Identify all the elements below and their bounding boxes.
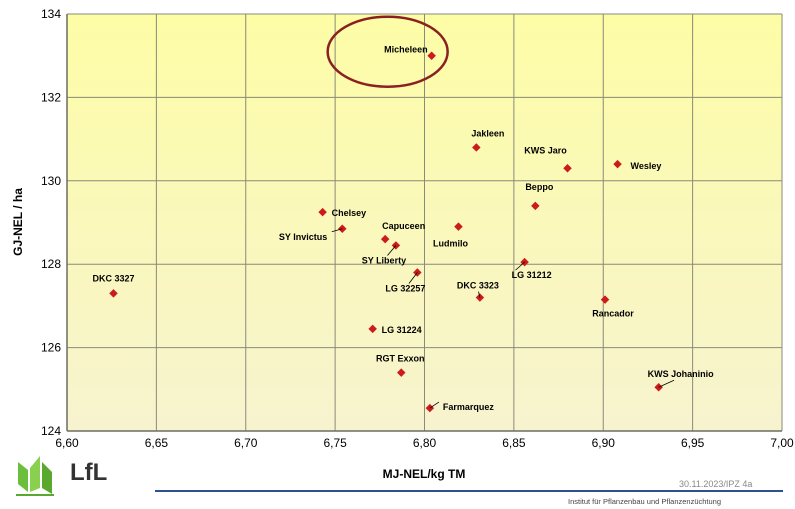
y-tick-label: 124 [41,424,61,438]
point-label: KWS Jaro [524,145,567,155]
point-label: KWS Johaninio [648,369,714,379]
x-tick-label: 6,65 [145,436,169,450]
data-point [380,234,390,244]
label-leader-line [408,272,418,284]
lfl-logo [16,456,54,496]
label-leader-line [331,228,343,233]
point-label: Wesley [631,161,662,171]
y-tick-label: 132 [41,90,61,104]
data-point [427,51,436,60]
y-tick-label: 134 [41,7,61,21]
point-label: LG 32257 [385,284,425,294]
point-label: Chelsey [332,208,367,218]
point-label: DKC 3323 [457,281,499,291]
label-leader-line [429,401,440,409]
point-label: Capuceen [382,221,425,231]
data-point [600,295,610,304]
x-tick-label: 6,95 [681,436,705,450]
data-point [472,143,481,152]
x-tick-label: 6,85 [502,436,526,450]
logo-text: LfL [70,459,108,486]
point-label: DKC 3327 [92,273,134,283]
x-tick-label: 6,70 [234,436,258,450]
label-leader-line [515,261,525,271]
point-label: SY Invictus [279,232,327,242]
x-tick-label: 6,60 [55,436,79,450]
point-label: Ludmilo [433,239,468,249]
point-label: RGT Exxon [376,354,425,364]
y-axis-label: GJ-NEL / ha [11,188,25,256]
point-label: Micheleen [384,45,428,55]
axes: 6,60 6,65 6,70 6,75 6,80 6,85 6,90 6,95 7,00 124 1… [41,7,794,450]
data-points: Micheleen Jakleen KWS Jaro Wesley Beppo Chels… [92,15,714,413]
highlight-ring [326,15,449,88]
footer-date: 30.11.2023/IPZ 4a [679,479,753,489]
footer-institute: Institut für Pflanzenbau und Pflanzenzüc… [568,497,722,506]
y-tick-label: 130 [41,174,61,188]
point-label: Jakleen [471,128,504,138]
point-label: Beppo [525,182,554,192]
data-point [397,368,406,377]
data-point [109,289,118,298]
label-leader-line [478,291,481,298]
label-leader-line [658,379,675,388]
point-label: SY Liberty [362,255,406,265]
data-point [368,324,377,334]
point-label: Farmarquez [443,402,495,412]
y-tick-label: 126 [41,341,61,355]
data-point [318,207,327,217]
footer-divider [155,490,783,492]
x-axis-label: MJ-NEL/kg TM [383,467,466,481]
leaf-icon [16,456,54,496]
x-tick-label: 6,90 [592,436,616,450]
x-tick-label: 6,75 [323,436,347,450]
x-tick-label: 6,80 [413,436,437,450]
point-label: LG 31224 [382,325,422,335]
point-label: Rancador [592,309,634,319]
x-tick-label: 7,00 [770,436,794,450]
label-leader-line [387,245,397,256]
data-point [454,222,463,231]
point-label: LG 31212 [512,270,552,280]
y-tick-label: 128 [41,257,61,271]
